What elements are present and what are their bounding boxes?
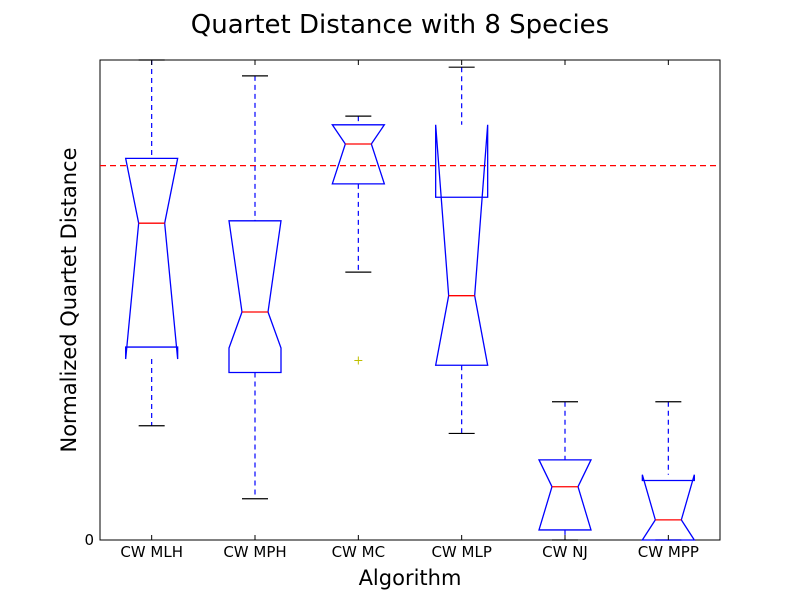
box-cw-mc <box>331 115 386 365</box>
x-tick-label: CW MLP <box>431 543 491 561</box>
x-tick-label: CW MPP <box>638 543 699 561</box>
outlier-point <box>354 356 363 365</box>
x-tick-label: CW MLH <box>120 543 183 561</box>
box <box>641 474 696 541</box>
chart-marks <box>100 59 720 541</box>
chart-title: Quartet Distance with 8 Species <box>191 10 609 40</box>
box <box>537 459 593 531</box>
box-cw-mph <box>228 75 282 500</box>
x-tick-label: CW MPH <box>223 543 286 561</box>
box-cw-nj <box>537 401 593 541</box>
box <box>331 124 386 185</box>
x-tick-labels: CW MLH CW MPH CW MC CW MLP CW NJ CW MPP <box>120 543 699 561</box>
y-tick-labels: 0 <box>84 531 94 549</box>
box <box>434 124 489 366</box>
box <box>228 220 282 374</box>
y-tick-label: 0 <box>84 531 94 549</box>
x-tick-label: CW MC <box>332 543 386 561</box>
box-cw-mlp <box>434 66 489 435</box>
x-axis-label: Algorithm <box>359 566 462 590</box>
x-tick-label: CW NJ <box>542 543 588 561</box>
box <box>124 157 179 360</box>
plot-frame <box>99 59 721 541</box>
plot-area <box>99 59 721 541</box>
y-axis-label: Normalized Quartet Distance <box>57 148 81 453</box>
box-cw-mpp <box>641 401 696 541</box>
box-cw-mlh <box>124 59 179 427</box>
